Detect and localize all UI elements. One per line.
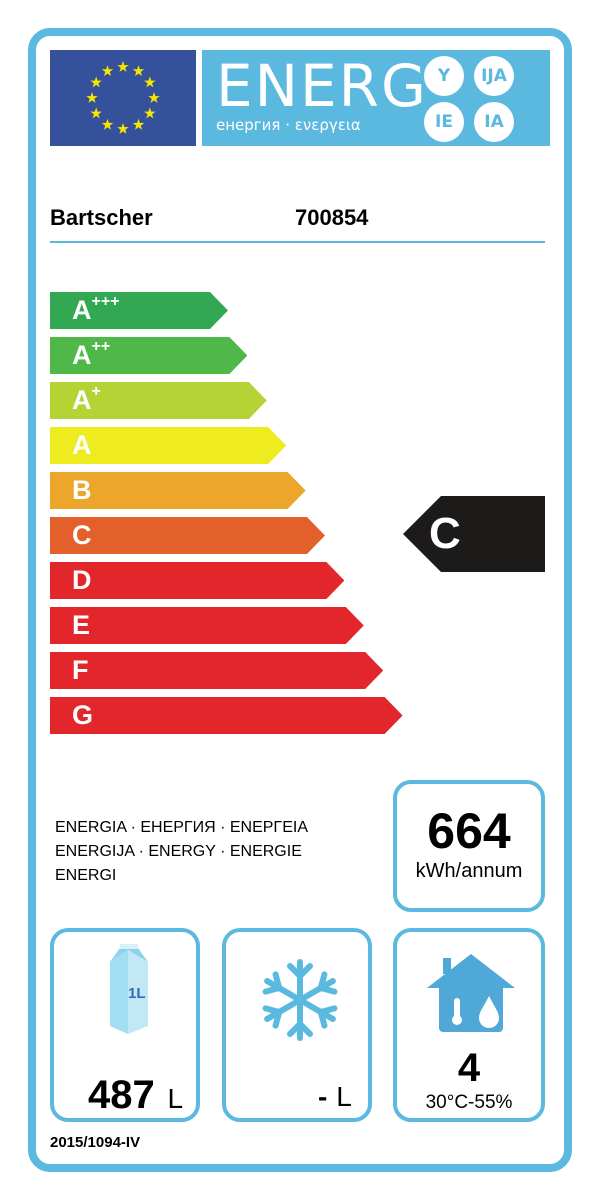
eu-flag [50,50,196,146]
climate-class-value: 4 [457,1046,481,1090]
eu-stars-icon [86,61,160,134]
house-climate-icon [427,954,515,1032]
suffix-ie: IE [424,102,464,142]
energy-logo-band: ENERG енергия · ενεργεια Y IJA IE IA [202,50,550,146]
energy-logo-text: ENERG [216,52,428,120]
class-letter: A [72,385,92,415]
fresh-volume-unit: L [167,1083,184,1114]
class-letter: B [72,475,92,505]
class-letter: D [72,565,92,595]
frozen-volume-unit: L [336,1081,352,1112]
class-letter: A [72,430,92,460]
class-bar-app: A++ [50,337,247,374]
class-bar-d: D [50,562,344,599]
class-letter: C [72,520,92,550]
suffix-ija: IJA [474,56,514,96]
climate-class-box: 4 30°C-55% [393,928,545,1122]
suffix-y: Y [424,56,464,96]
milk-carton-icon: 1L [110,944,148,1034]
energy-logo-subtitle: енергия · ενεργεια [216,116,361,134]
class-bar-b: B [50,472,306,509]
class-plus: + [91,383,101,400]
class-plus: ++ [91,338,111,355]
fresh-volume-box: 1L 487 L [50,928,200,1122]
class-letter: G [72,700,94,730]
energy-words-line: ENERGIA · ЕНЕРГИЯ · ΕΝΕΡΓΕΙΑ [55,819,309,836]
frozen-volume-value: - [318,1081,328,1112]
snowflake-icon [262,959,338,1041]
suffix-ia: IA [474,102,514,142]
class-bar-c: C [50,517,325,554]
frozen-volume: - L [318,1080,352,1113]
model-id: 700854 [295,205,369,230]
class-bar-f: F [50,652,383,689]
fresh-volume: 487 L [88,1072,183,1118]
class-letter: F [72,655,89,685]
annual-consumption-box: 664 kWh/annum [393,780,545,912]
consumption-unit: kWh/annum [415,860,523,882]
consumption-value: 664 [427,803,511,859]
energy-words-line: ENERGI [55,867,117,884]
fresh-volume-value: 487 [88,1073,155,1117]
divider [50,241,545,243]
class-letter: A [72,340,92,370]
class-bar-e: E [50,607,364,644]
energy-words-line: ENERGIJA · ENERGY · ENERGIE [55,843,302,860]
label-frame [28,28,572,1172]
regulation-ref: 2015/1094-IV [50,1134,141,1151]
energy-words: ENERGIA · ЕНЕРГИЯ · ΕΝΕΡΓΕΙΑ ENERGIJA · … [55,816,308,888]
class-bar-ap: A+ [50,382,267,419]
climate-range: 30°C-55% [425,1092,513,1113]
class-letter: A [72,295,92,325]
class-letter: E [72,610,91,640]
frozen-volume-box: - L [222,928,372,1122]
class-bar-a: A [50,427,286,464]
class-bar-g: G [50,697,403,734]
class-plus: +++ [91,293,120,310]
class-bar-appp: A+++ [50,292,228,329]
supplier-name: Bartscher [50,205,153,230]
carton-label: 1L [128,985,146,1002]
